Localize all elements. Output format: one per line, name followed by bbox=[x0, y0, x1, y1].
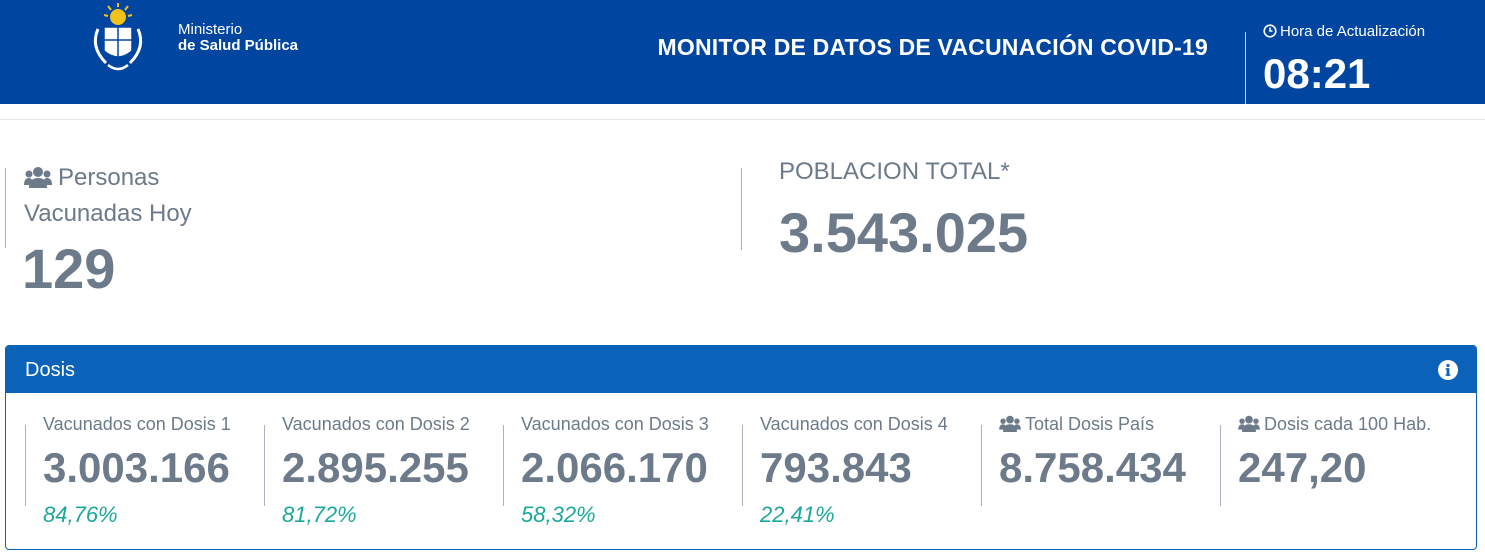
page-title: MONITOR DE DATOS DE VACUNACIÓN COVID-19 bbox=[657, 34, 1208, 60]
total-population-label: POBLACION TOTAL* bbox=[779, 158, 1010, 185]
vaccinated-today-value: 129 bbox=[22, 237, 116, 300]
metric-value: 3.003.166 bbox=[43, 444, 230, 491]
metric-label: Vacunados con Dosis 1 bbox=[43, 414, 231, 434]
metric-divider bbox=[1220, 425, 1221, 506]
metric-divider bbox=[503, 425, 504, 506]
metric-divider bbox=[25, 425, 26, 506]
users-icon bbox=[999, 415, 1021, 432]
metric-value: 2.895.255 bbox=[282, 444, 469, 491]
vaccinated-today-label-line1: Personas bbox=[58, 164, 160, 191]
header-divider bbox=[1245, 32, 1246, 112]
metric-percentage: 58,32% bbox=[521, 502, 596, 527]
stat-divider bbox=[5, 168, 6, 248]
metric-divider bbox=[981, 425, 982, 506]
metric-label-text: Total Dosis País bbox=[1025, 414, 1155, 434]
metric-value: 247,20 bbox=[1238, 444, 1367, 491]
metric-label: Vacunados con Dosis 3 bbox=[521, 414, 709, 434]
vaccinated-today-label: Personas Vacunadas Hoy bbox=[24, 160, 192, 232]
update-time-label-text: Hora de Actualización bbox=[1280, 23, 1426, 40]
metric-label: Vacunados con Dosis 4 bbox=[760, 414, 948, 434]
total-population-value: 3.543.025 bbox=[779, 201, 1029, 264]
metric-percentage: 22,41% bbox=[760, 502, 835, 527]
users-icon bbox=[1238, 415, 1260, 432]
doses-panel-title: Dosis bbox=[25, 359, 76, 381]
metric-value: 8.758.434 bbox=[999, 444, 1186, 491]
ministry-line-2: de Salud Pública bbox=[178, 37, 299, 54]
stat-divider bbox=[741, 168, 742, 250]
metric-divider bbox=[264, 425, 265, 506]
metric-label-text: Dosis cada 100 Hab. bbox=[1264, 414, 1432, 434]
metric-value: 793.843 bbox=[760, 444, 912, 491]
update-time-value: 08:21 bbox=[1263, 50, 1371, 97]
doses-panel: Dosis bbox=[5, 345, 1477, 550]
info-icon[interactable] bbox=[1438, 360, 1458, 380]
doses-panel-header: Dosis bbox=[6, 346, 1476, 393]
metric-label: Total Dosis País bbox=[999, 414, 1154, 435]
metric-percentage: 84,76% bbox=[43, 502, 118, 527]
metric-percentage: 81,72% bbox=[282, 502, 357, 527]
users-icon bbox=[24, 167, 52, 188]
ministry-name: Ministerio de Salud Pública bbox=[178, 22, 298, 54]
metric-label: Dosis cada 100 Hab. bbox=[1238, 414, 1431, 435]
coat-of-arms-logo bbox=[93, 3, 143, 71]
metric-value: 2.066.170 bbox=[521, 444, 708, 491]
metric-label: Vacunados con Dosis 2 bbox=[282, 414, 470, 434]
update-time-label: Hora de Actualización bbox=[1263, 23, 1425, 40]
clock-icon bbox=[1263, 24, 1277, 38]
header-separator bbox=[0, 104, 1485, 120]
site-header: Ministerio de Salud Pública MONITOR DE D… bbox=[0, 0, 1485, 112]
metric-divider bbox=[742, 425, 743, 506]
ministry-line-1: Ministerio bbox=[178, 21, 243, 38]
vaccinated-today-label-line2: Vacunadas Hoy bbox=[24, 200, 192, 227]
